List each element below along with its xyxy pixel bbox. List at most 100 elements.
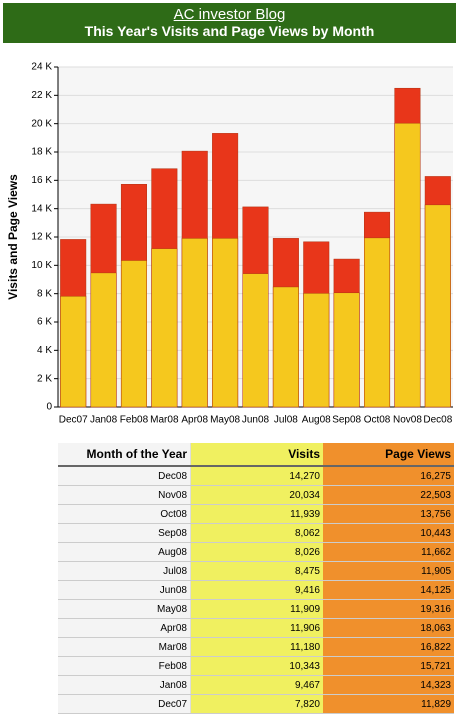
table-cell: 10,443 <box>323 523 454 543</box>
table-cell: Jul08 <box>58 561 191 581</box>
table-cell: 11,180 <box>190 637 323 657</box>
bar <box>90 272 117 408</box>
y-tick-label: 2 K <box>37 373 52 384</box>
chart: Visits and Page Views 0 2 K 4 K 6 K 8 K 10 K 1… <box>6 62 453 426</box>
table-cell: Mar08 <box>58 637 191 657</box>
table-row: Jun08 9,416 14,125 <box>58 580 454 600</box>
bar <box>364 237 391 408</box>
table-cell: 18,063 <box>323 618 454 638</box>
bar <box>60 295 87 408</box>
bar <box>151 248 178 408</box>
bar <box>272 286 299 408</box>
table-cell: 10,343 <box>190 656 323 676</box>
table-cell: Oct08 <box>58 504 191 524</box>
table-cell: May08 <box>58 599 191 619</box>
table-cell: Jun08 <box>58 580 191 600</box>
table-cell: 14,125 <box>323 580 454 600</box>
x-tick-label: Jul08 <box>274 415 298 426</box>
table-row: Mar08 11,180 16,822 <box>58 637 454 657</box>
y-tick-label: 16 K <box>31 175 52 186</box>
x-tick-label: Sep08 <box>332 415 361 426</box>
table-cell: 20,034 <box>190 485 323 505</box>
table-cell: 9,416 <box>190 580 323 600</box>
table-cell: 22,503 <box>323 485 454 505</box>
table-row: Sep08 8,062 10,443 <box>58 523 454 543</box>
table-cell: 16,275 <box>323 466 454 486</box>
table-cell: 8,475 <box>190 561 323 581</box>
x-tick-label: Apr08 <box>181 415 208 426</box>
bar <box>303 293 330 408</box>
table-row: Nov08 20,034 22,503 <box>58 485 454 505</box>
x-tick-label: Dec07 <box>59 415 88 426</box>
table-cell: 7,820 <box>190 694 323 714</box>
table-cell: 14,270 <box>190 466 323 486</box>
blog-link[interactable]: AC investor Blog <box>173 6 286 23</box>
header: AC investor Blog This Year's Visits and … <box>3 3 456 43</box>
table-cell: 11,829 <box>323 694 454 714</box>
y-tick-label: 12 K <box>31 232 52 243</box>
table-row: May08 11,909 19,316 <box>58 599 454 619</box>
y-tick-label: 20 K <box>31 118 52 129</box>
y-tick-label: 6 K <box>37 317 52 328</box>
table-row: Feb08 10,343 15,721 <box>58 656 454 676</box>
y-tick-label: 10 K <box>31 260 52 271</box>
x-tick-label: Oct08 <box>364 415 391 426</box>
bar <box>333 292 360 408</box>
table-cell: 15,721 <box>323 656 454 676</box>
x-tick-label: May08 <box>210 415 240 426</box>
table-cell: 9,467 <box>190 675 323 695</box>
data-table: Month of the Year Visits Page Views Dec08 14… <box>58 443 454 714</box>
bar <box>181 238 208 408</box>
table-row: Dec08 14,270 16,275 <box>58 466 454 486</box>
chart-title: This Year's Visits and Page Views by Mon… <box>84 23 375 39</box>
bar <box>424 204 451 408</box>
table-row: Aug08 8,026 11,662 <box>58 542 454 562</box>
bar <box>242 273 269 408</box>
table-cell: 11,906 <box>190 618 323 638</box>
y-tick-label: 24 K <box>31 62 52 73</box>
table-cell: 8,062 <box>190 523 323 543</box>
table-cell: Dec08 <box>58 466 191 486</box>
x-tick-label: Feb08 <box>120 415 149 426</box>
x-tick-label: Aug08 <box>302 415 331 426</box>
table-row: Oct08 11,939 13,756 <box>58 504 454 524</box>
table-cell: 11,909 <box>190 599 323 619</box>
table-cell: Jan08 <box>58 675 191 695</box>
table-cell: Nov08 <box>58 485 191 505</box>
table-row: Jul08 8,475 11,905 <box>58 561 454 581</box>
table-cell: Apr08 <box>58 618 191 638</box>
table-cell: 13,756 <box>323 504 454 524</box>
x-tick-label: Nov08 <box>393 415 422 426</box>
table-cell: 19,316 <box>323 599 454 619</box>
table-row: Dec07 7,820 11,829 <box>58 694 454 714</box>
x-tick-label: Dec08 <box>423 415 452 426</box>
y-tick-label: 22 K <box>31 90 52 101</box>
bar <box>120 260 147 408</box>
table-row: Jan08 9,467 14,323 <box>58 675 454 695</box>
table-cell: 11,662 <box>323 542 454 562</box>
table-cell: Aug08 <box>58 542 191 562</box>
y-axis-label: Visits and Page Views <box>6 174 20 300</box>
table-cell: Sep08 <box>58 523 191 543</box>
table-cell: 16,822 <box>323 637 454 657</box>
column-header: Visits <box>190 443 323 467</box>
x-tick-label: Mar08 <box>150 415 179 426</box>
y-tick-label: 8 K <box>37 288 52 299</box>
y-tick-label: 4 K <box>37 345 52 356</box>
bar <box>212 238 239 408</box>
x-tick-label: Jan08 <box>90 415 118 426</box>
y-tick-label: 18 K <box>31 147 52 158</box>
table-row: Apr08 11,906 18,063 <box>58 618 454 638</box>
table-cell: 11,905 <box>323 561 454 581</box>
bar <box>394 122 421 408</box>
x-tick-label: Jun08 <box>242 415 270 426</box>
table-cell: 8,026 <box>190 542 323 562</box>
y-tick-label: 14 K <box>31 203 52 214</box>
column-header: Page Views <box>323 443 454 467</box>
table-cell: 14,323 <box>323 675 454 695</box>
table-cell: 11,939 <box>190 504 323 524</box>
y-tick-label: 0 <box>46 402 52 413</box>
table-cell: Feb08 <box>58 656 191 676</box>
column-header: Month of the Year <box>58 443 191 467</box>
